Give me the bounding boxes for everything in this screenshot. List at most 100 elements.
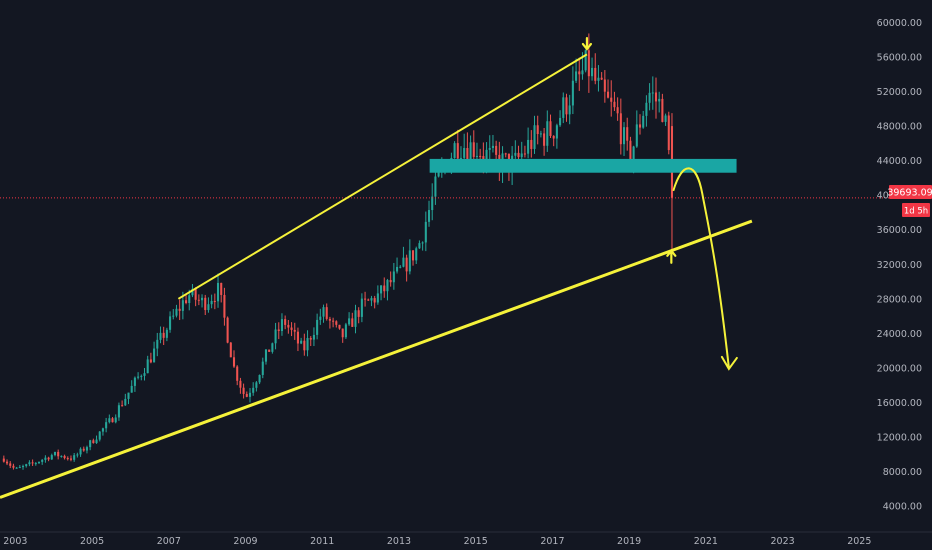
candle-body	[459, 157, 463, 159]
y-tick-label: 28000.00	[877, 294, 922, 305]
y-tick-label: 48000.00	[877, 122, 922, 133]
candle-body	[274, 329, 277, 344]
candle-body	[5, 461, 9, 464]
countdown-label: 1d 5h	[904, 207, 928, 217]
x-tick-label: 2023	[770, 536, 794, 547]
candle-body	[504, 153, 507, 155]
candle-body	[610, 97, 613, 102]
candle-body	[664, 115, 667, 122]
candle-body	[431, 196, 434, 211]
candle-body	[319, 316, 322, 320]
projection-path[interactable]	[672, 167, 730, 369]
candle-body	[229, 342, 232, 358]
y-tick-label: 16000.00	[877, 398, 922, 409]
candle-body	[127, 392, 130, 399]
candle-body	[335, 321, 338, 325]
candle-body	[479, 155, 482, 157]
y-tick-label: 24000.00	[877, 329, 922, 340]
candle-body	[12, 465, 15, 468]
upper-trendline[interactable]	[177, 53, 588, 300]
candle-body	[37, 461, 41, 464]
candle-body	[245, 393, 248, 397]
countdown-tag	[902, 203, 930, 217]
candle-body	[293, 329, 296, 332]
y-tick-label: 44000.00	[877, 156, 922, 167]
peak-arrow-icon	[581, 36, 593, 51]
candle-body	[539, 133, 542, 135]
candle-body	[185, 300, 188, 304]
x-tick-label: 2007	[157, 536, 181, 547]
candle-body	[9, 463, 12, 466]
candle-body	[421, 242, 424, 244]
candle-body	[562, 97, 565, 118]
candle-body	[405, 257, 408, 272]
time-axis[interactable]: 2003 2005 2007 2009 2011 2013 2015 2017 2019 2021…	[3, 536, 871, 547]
candle-body	[28, 462, 31, 465]
candle-body	[31, 462, 34, 464]
candle-body	[194, 288, 197, 300]
touch-arrow-icon	[666, 249, 677, 264]
candle-body	[530, 139, 533, 149]
candle-body	[364, 298, 367, 300]
candle-body	[638, 124, 642, 128]
candle-body	[415, 248, 418, 261]
x-tick-label: 2017	[540, 536, 564, 547]
candle-body	[651, 92, 654, 94]
candle-body	[271, 343, 274, 352]
candle-body	[603, 79, 606, 92]
candle-body	[296, 331, 299, 344]
candle-body	[591, 67, 594, 77]
candle-body	[402, 257, 405, 267]
candle-body	[619, 113, 622, 145]
candle-body	[130, 385, 133, 393]
candle-body	[41, 459, 44, 462]
candle-body	[210, 300, 213, 305]
candle-body	[485, 149, 488, 161]
candle-body	[63, 455, 66, 459]
candle-body	[85, 447, 88, 451]
candle-body	[309, 338, 312, 340]
price-axis[interactable]: 4000.00 8000.00 12000.00 16000.00 20000.00 24…	[877, 18, 922, 513]
candle-body	[60, 455, 63, 457]
candle-body	[482, 156, 485, 161]
x-tick-label: 2011	[310, 536, 334, 547]
candle-body	[341, 328, 344, 338]
candle-body	[658, 98, 661, 102]
x-tick-label: 2005	[80, 536, 104, 547]
candle-body	[396, 266, 399, 272]
candle-body	[332, 320, 335, 322]
lower-trendline[interactable]	[0, 219, 753, 499]
candle-body	[47, 457, 50, 460]
y-tick-label: 20000.00	[877, 363, 922, 374]
candle-body	[268, 349, 271, 352]
candle-body	[303, 340, 306, 351]
candle-body	[53, 451, 57, 456]
candle-body	[495, 145, 498, 155]
candle-body	[555, 125, 558, 139]
price-axis-background	[890, 0, 932, 550]
candle-body	[575, 71, 578, 81]
candle-body	[290, 327, 293, 330]
candle-body	[280, 319, 284, 332]
candle-body	[101, 428, 104, 432]
y-tick-label: 32000.00	[877, 260, 922, 271]
candle-body	[376, 293, 379, 303]
x-tick-label: 2025	[847, 536, 871, 547]
candle-body	[571, 80, 574, 106]
candle-body	[418, 243, 421, 249]
candle-body	[533, 125, 536, 149]
y-tick-label: 60000.00	[877, 18, 922, 29]
x-tick-label: 2013	[387, 536, 411, 547]
support-zone[interactable]	[429, 158, 737, 173]
candle-body	[370, 298, 373, 301]
candle-body	[472, 142, 475, 157]
candle-body	[143, 373, 146, 376]
candle-body	[201, 297, 204, 301]
candle-body	[57, 451, 60, 457]
x-tick-label: 2009	[233, 536, 257, 547]
candle-body	[386, 280, 389, 292]
candle-body	[108, 418, 111, 423]
candle-body	[66, 458, 69, 460]
